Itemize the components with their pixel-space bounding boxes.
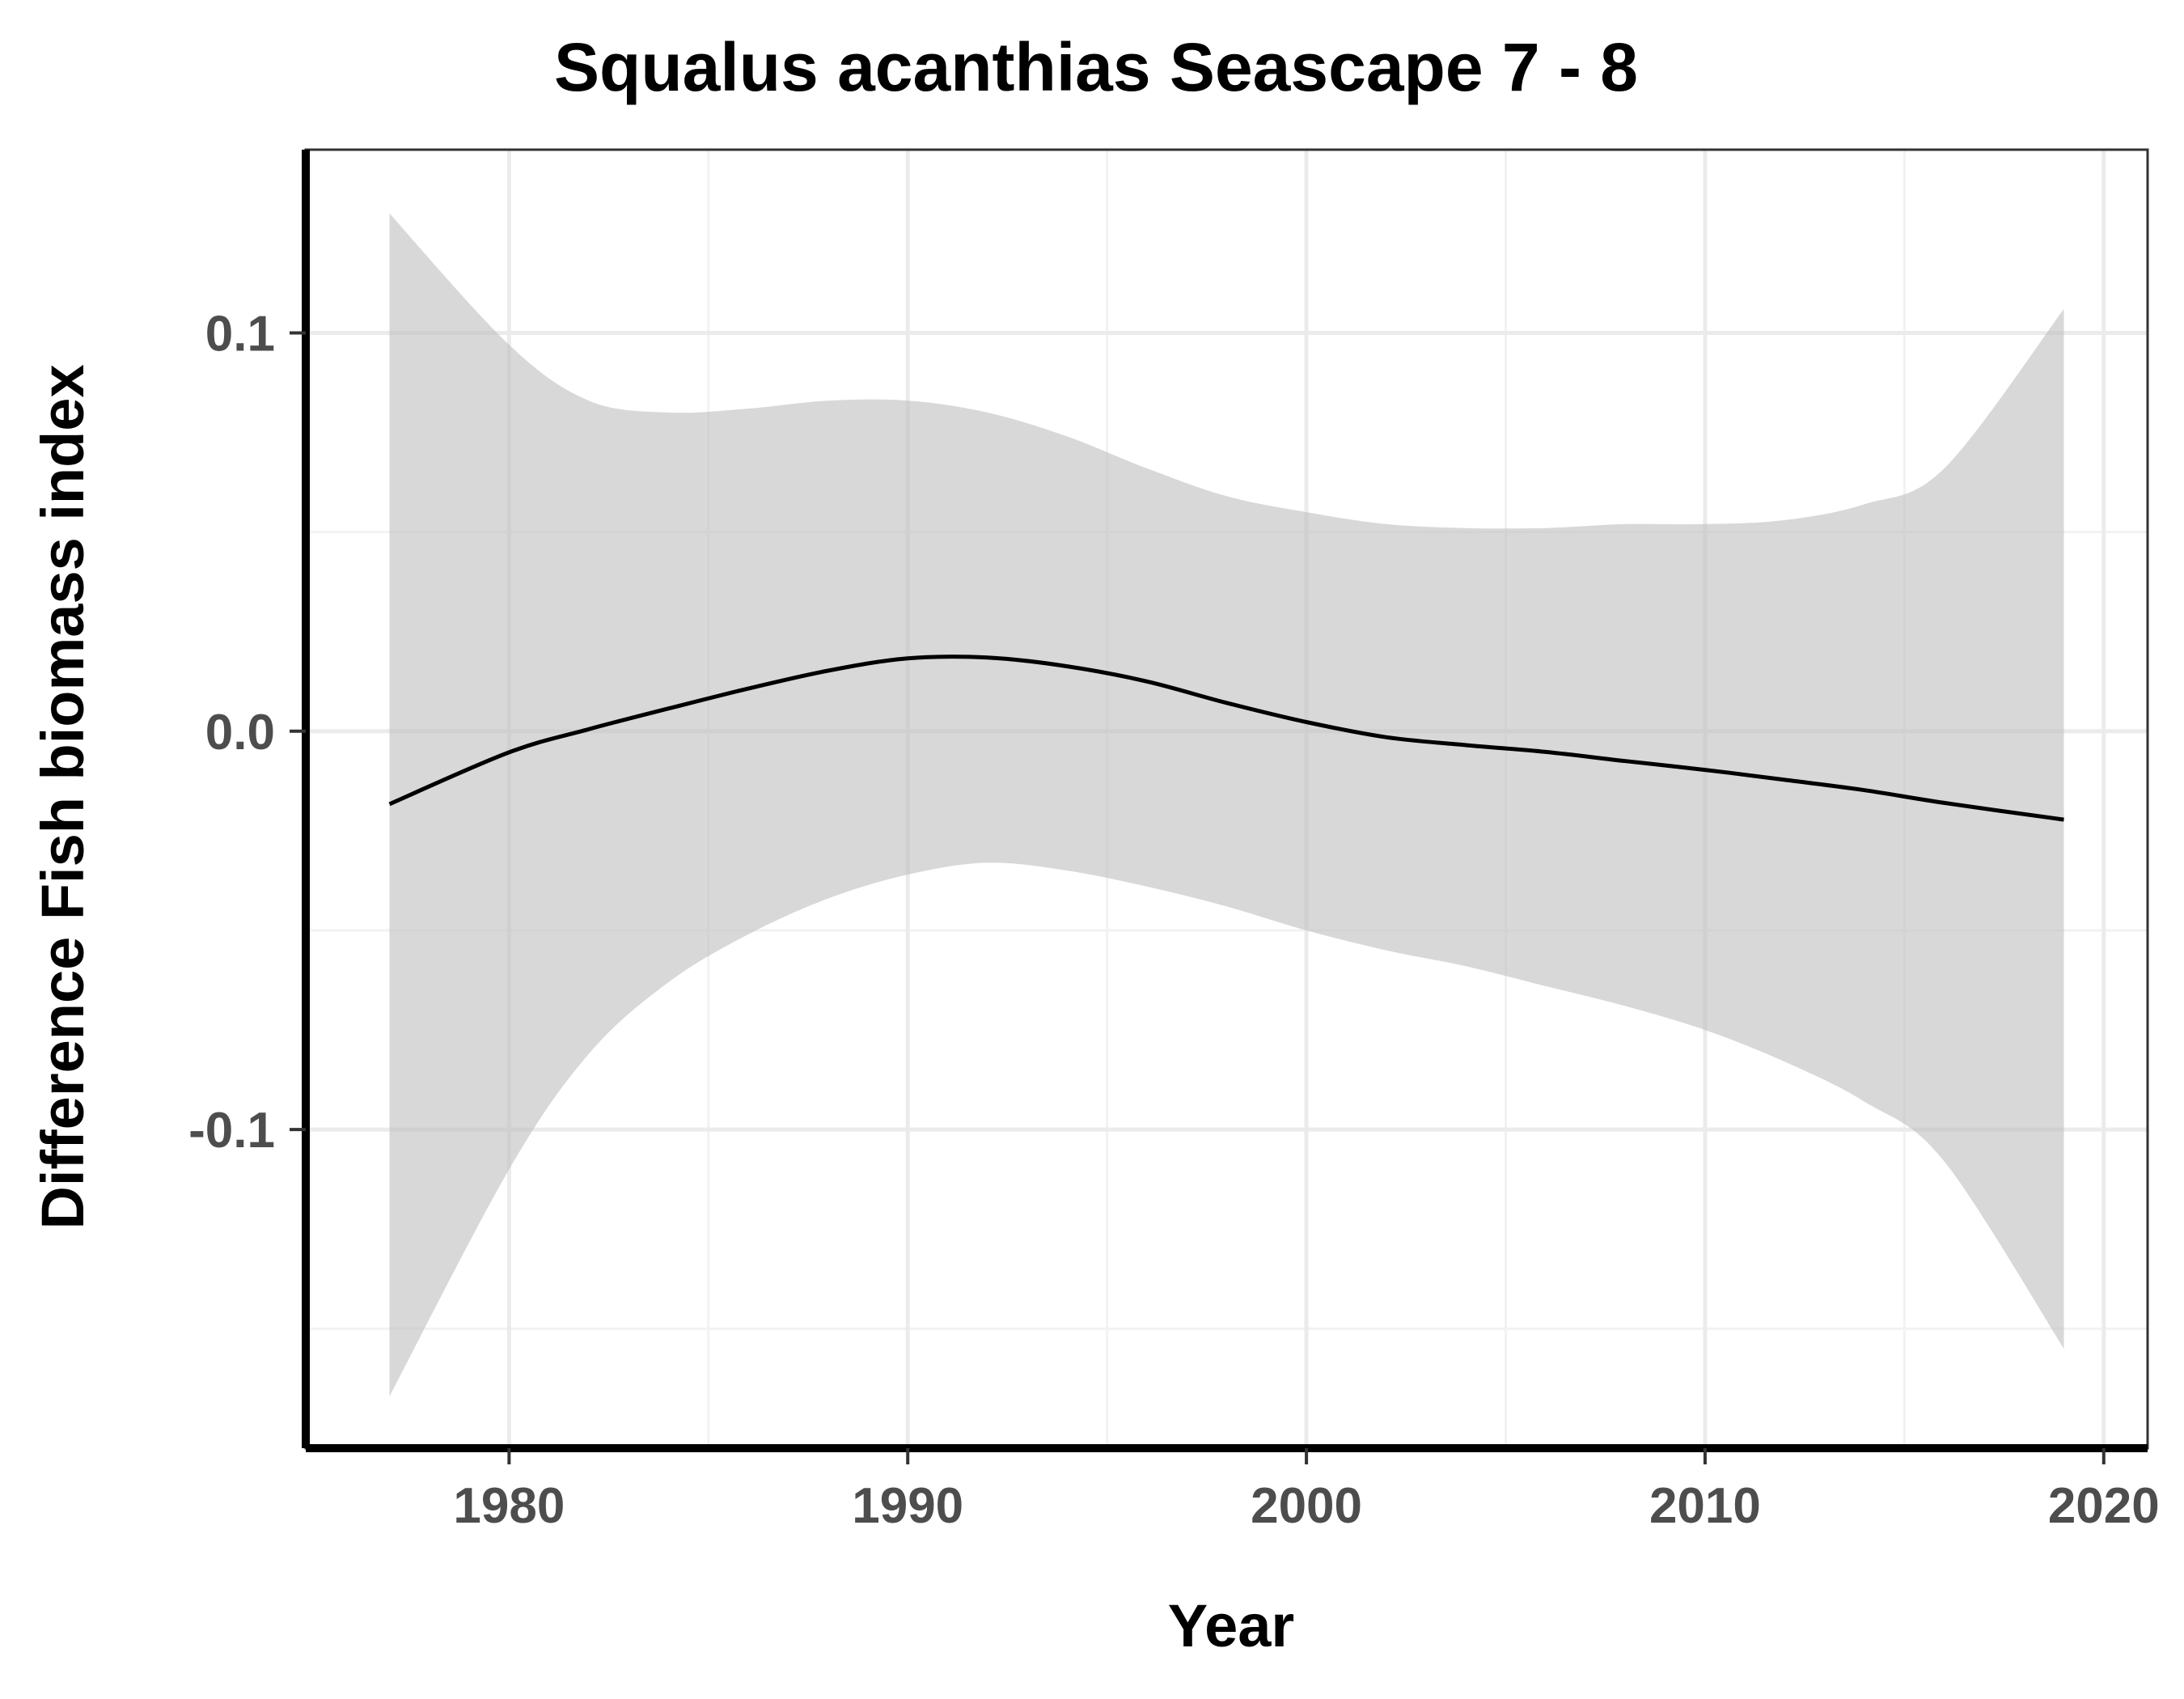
x-tick-label: 2010 bbox=[1649, 1478, 1761, 1534]
y-tick-label: -0.1 bbox=[188, 1103, 275, 1159]
y-tick-label: 0.1 bbox=[205, 306, 275, 362]
x-tick-label: 2020 bbox=[2048, 1478, 2160, 1534]
x-tick-label: 2000 bbox=[1251, 1478, 1362, 1534]
x-tick-label: 1980 bbox=[453, 1478, 565, 1534]
chart-title: Squalus acanthias Seascape 7 - 8 bbox=[554, 29, 1638, 105]
confidence-ribbon bbox=[389, 213, 2064, 1396]
x-tick-label: 1990 bbox=[852, 1478, 963, 1534]
trend-line bbox=[388, 655, 2064, 822]
x-axis-label: Year bbox=[1168, 1592, 1294, 1659]
plot-area: 1980 1990 2000 2010 2020 -0.1 0.0 0.1 bbox=[188, 148, 2160, 1534]
y-tick-label: 0.0 bbox=[205, 705, 275, 761]
y-axis-label: Difference Fish biomass index bbox=[29, 364, 96, 1229]
